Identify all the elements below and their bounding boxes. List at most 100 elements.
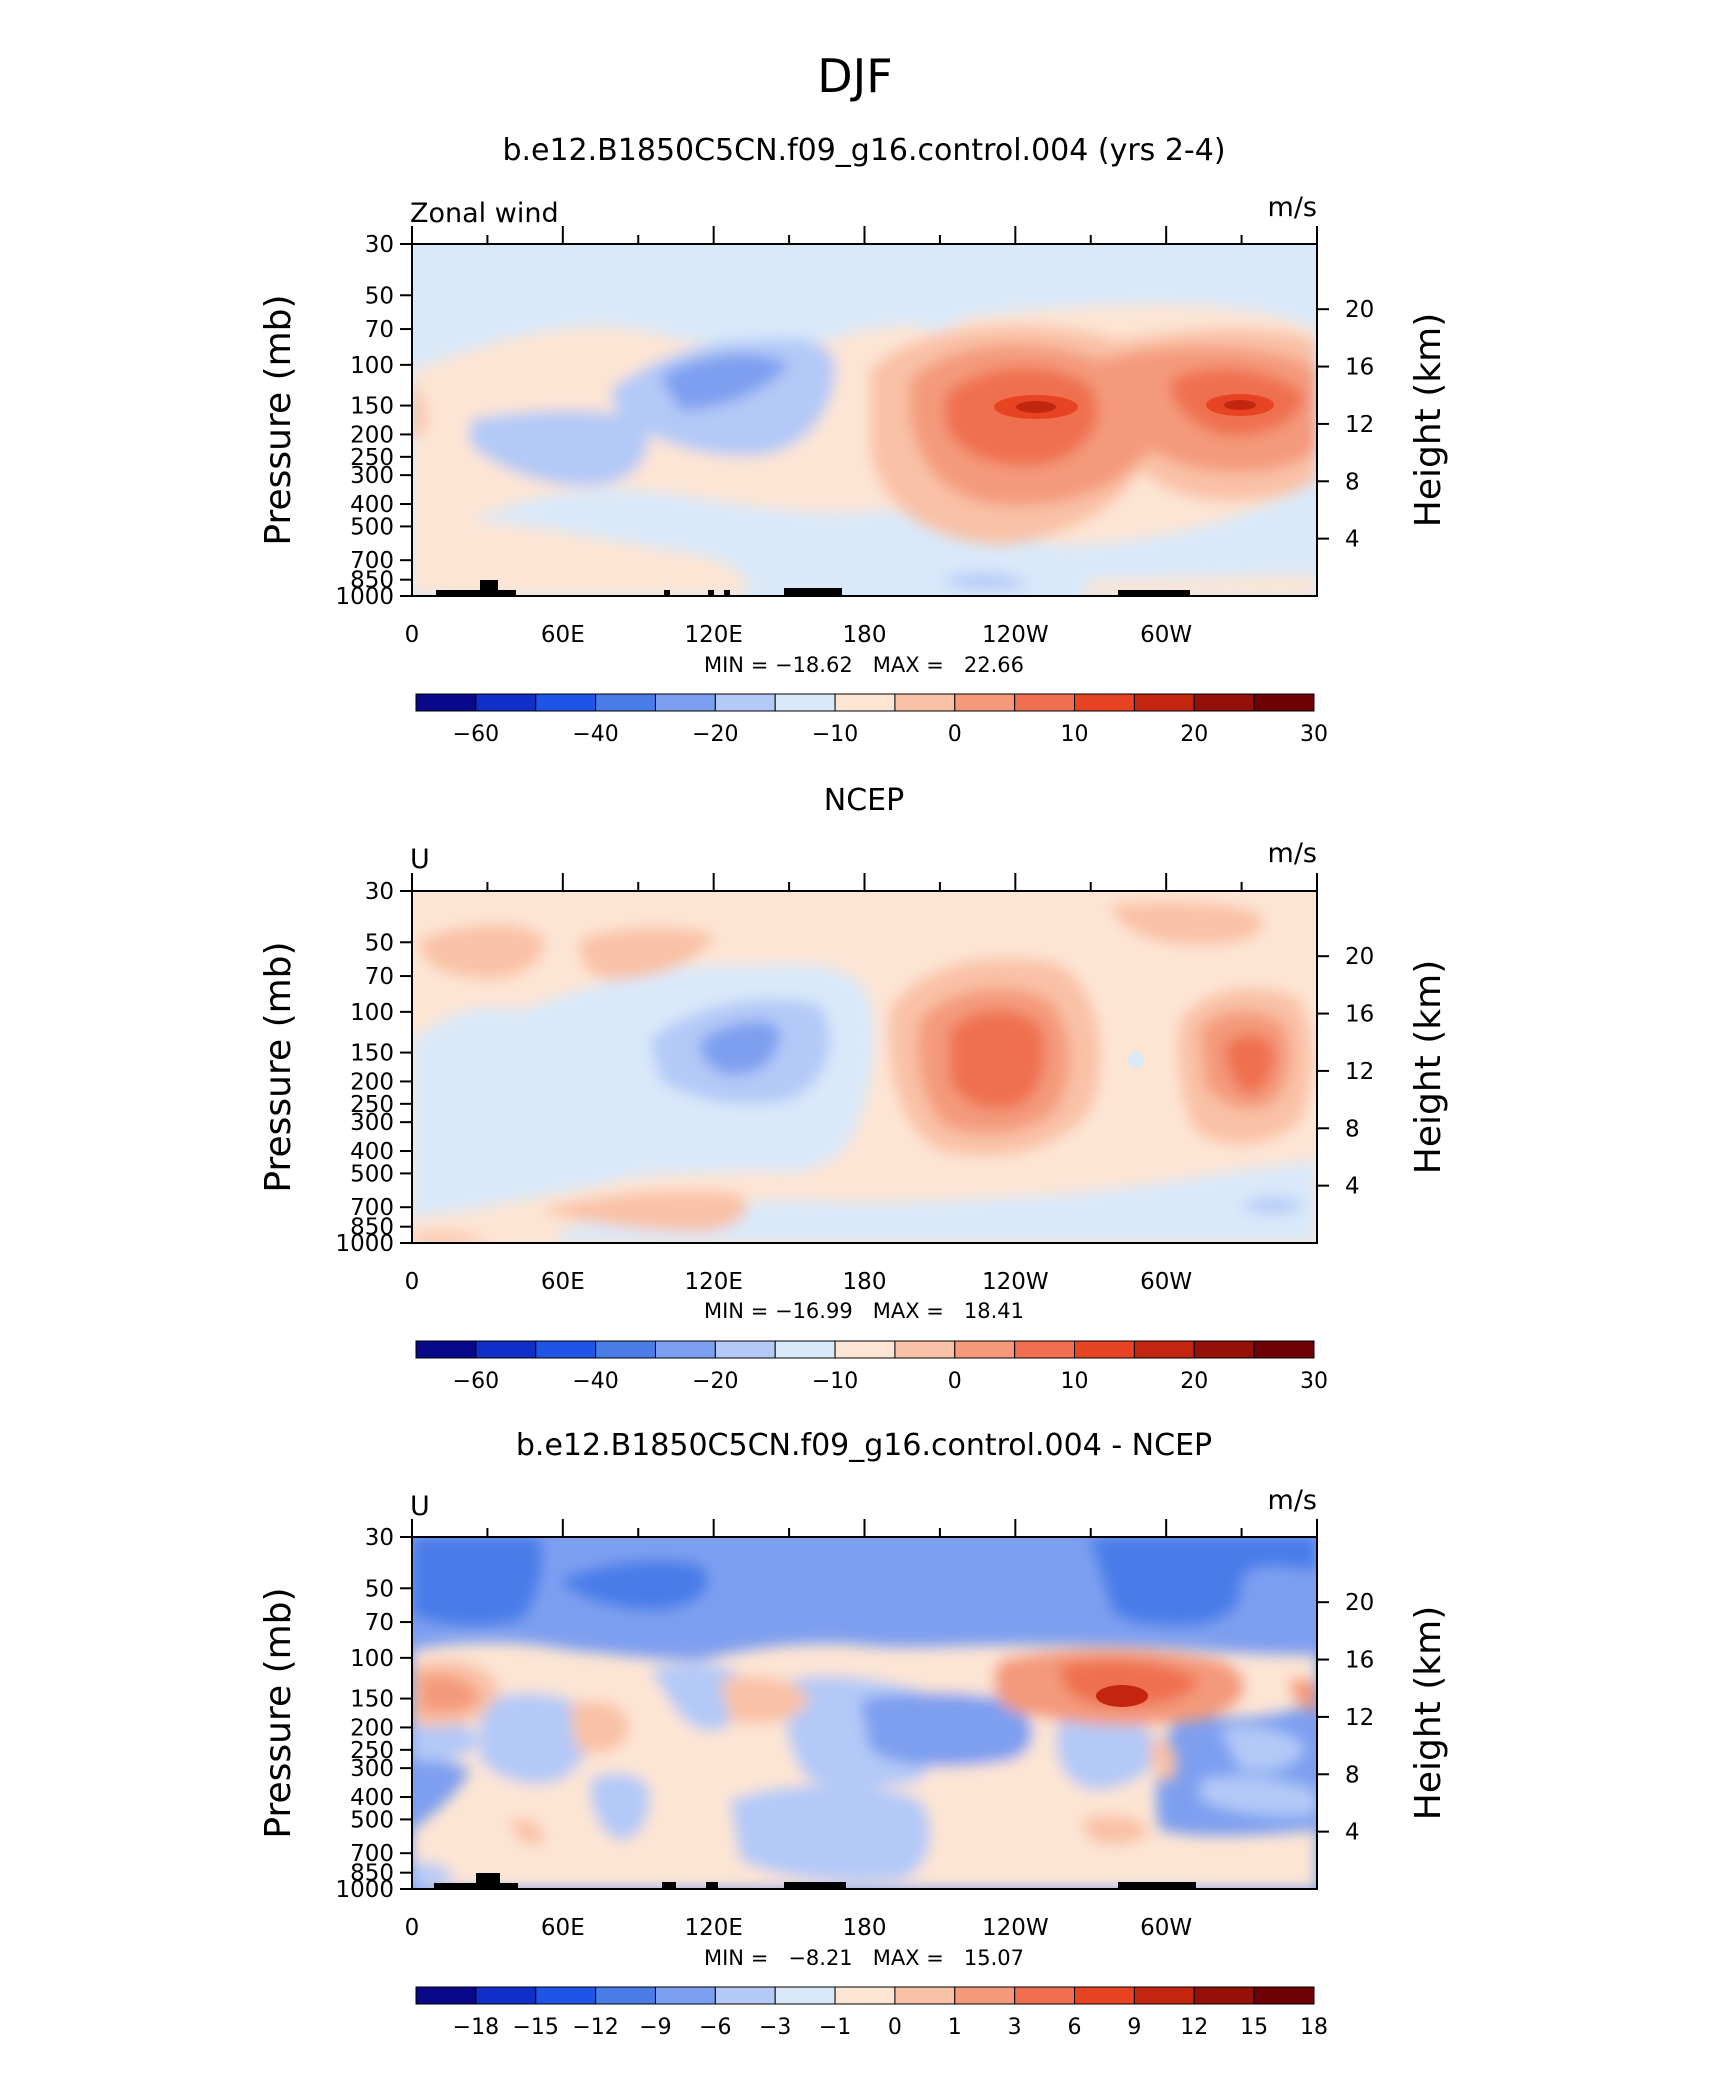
panel-title: b.e12.B1850C5CN.f09_g16.control.004 (yrs… [502, 133, 1225, 168]
colorbar-swatch [714, 1340, 776, 1359]
colorbar-swatch [1014, 693, 1076, 712]
y-tick-label: 70 [365, 964, 394, 990]
colorbar-label: −3 [759, 2015, 791, 2040]
colorbar-swatch [774, 1986, 836, 2005]
left-label: U [410, 1491, 430, 1522]
y-tick-label: 400 [350, 1139, 394, 1165]
colorbar-swatch [654, 1986, 716, 2005]
y-tick-label-right: 20 [1345, 1590, 1374, 1616]
colorbar-label: 18 [1300, 2015, 1328, 2040]
colorbar-swatch [595, 1986, 656, 2005]
colorbar-label: −1 [819, 2015, 851, 2040]
colorbar-swatch [1074, 693, 1135, 712]
colorbar-swatch [1133, 693, 1195, 712]
contour-field [412, 891, 1317, 1243]
y-tick-label: 500 [350, 1161, 394, 1187]
panel-title: b.e12.B1850C5CN.f09_g16.control.004 - NC… [516, 1428, 1212, 1463]
colorbar-label: 20 [1180, 1369, 1208, 1394]
units-label: m/s [1268, 838, 1317, 869]
colorbar-label: −60 [453, 1369, 499, 1394]
colorbar-label: 20 [1180, 722, 1208, 747]
colorbar-label: 10 [1061, 1369, 1089, 1394]
min-max-stats: MIN = −18.62 MAX = 22.66 [704, 653, 1024, 677]
x-tick-label: 180 [843, 1269, 887, 1295]
x-tick-label: 0 [405, 1915, 420, 1941]
colorbar-label: 3 [1008, 2015, 1022, 2040]
left-label: U [410, 844, 430, 875]
y-tick-label-right: 8 [1345, 1116, 1360, 1142]
y-tick-label-right: 12 [1345, 412, 1374, 438]
panel-ncep: NCEP U m/s [258, 783, 1449, 1394]
panel-model: b.e12.B1850C5CN.f09_g16.control.004 (yrs… [258, 133, 1449, 747]
colorbar-swatch [1133, 1340, 1195, 1359]
y-tick-label-right: 20 [1345, 944, 1374, 970]
colorbar-label: −10 [812, 1369, 858, 1394]
y-tick-label: 250 [350, 1738, 394, 1764]
left-label: Zonal wind [410, 198, 559, 229]
y-tick-label-right: 4 [1345, 527, 1360, 553]
y-tick-label: 400 [350, 1785, 394, 1811]
colorbar-label: 0 [948, 1369, 962, 1394]
colorbar-label: −12 [572, 2015, 618, 2040]
y-tick-label-right: 16 [1345, 1648, 1374, 1674]
units-label: m/s [1268, 1485, 1317, 1516]
x-tick-label: 0 [405, 622, 420, 648]
y-tick-label-right: 20 [1345, 297, 1374, 323]
colorbar-swatch [894, 693, 956, 712]
y-tick-label: 300 [350, 463, 394, 489]
colorbar-swatch [415, 1340, 477, 1359]
colorbar-swatch [415, 1986, 477, 2005]
y-tick-label: 70 [365, 1610, 394, 1636]
colorbar-label: 30 [1300, 722, 1328, 747]
x-tick-label: 120W [982, 1915, 1049, 1941]
x-tick-label: 60W [1140, 622, 1192, 648]
colorbar-swatch [654, 1340, 716, 1359]
y-tick-label: 150 [350, 394, 394, 420]
y-tick-label: 500 [350, 1807, 394, 1833]
colorbar-swatch [1193, 1986, 1255, 2005]
colorbar-swatch [834, 1986, 896, 2005]
y-tick-label: 30 [365, 1525, 394, 1551]
colorbar-label: 6 [1068, 2015, 1082, 2040]
y-tick-label: 1000 [335, 1231, 394, 1257]
y-tick-label: 50 [365, 283, 394, 309]
y-tick-label: 250 [350, 445, 394, 471]
colorbar-label: 0 [888, 2015, 902, 2040]
y-tick-label: 150 [350, 1687, 394, 1713]
y-tick-label: 700 [350, 1841, 394, 1867]
colorbar-label: −20 [692, 1369, 738, 1394]
y-tick-label: 30 [365, 879, 394, 905]
colorbar-label: −9 [639, 2015, 671, 2040]
min-max-stats: MIN = −8.21 MAX = 15.07 [704, 1946, 1024, 1970]
colorbar-swatch [595, 693, 656, 712]
y-tick-label: 100 [350, 1000, 394, 1026]
min-max-stats: MIN = −16.99 MAX = 18.41 [704, 1299, 1024, 1323]
y-axis-label: Pressure (mb) [258, 294, 299, 545]
y-tick-label: 100 [350, 1646, 394, 1672]
x-tick-label: 60E [541, 1269, 585, 1295]
panel-difference: b.e12.B1850C5CN.f09_g16.control.004 - NC… [258, 1428, 1449, 2040]
colorbar-swatch [954, 1340, 1016, 1359]
y-tick-label: 50 [365, 1576, 394, 1602]
colorbar-swatch [954, 1986, 1016, 2005]
y-tick-label: 1000 [335, 584, 394, 610]
colorbar-swatch [654, 693, 716, 712]
colorbar-label: 15 [1240, 2015, 1268, 2040]
topography [436, 590, 516, 596]
colorbar-label: −18 [453, 2015, 499, 2040]
colorbar-swatch [1014, 1986, 1076, 2005]
colorbar-label: 10 [1061, 722, 1089, 747]
y-tick-label: 700 [350, 548, 394, 574]
y-tick-label: 700 [350, 1195, 394, 1221]
y-tick-label-right: 4 [1345, 1174, 1360, 1200]
colorbar-label: −20 [692, 722, 738, 747]
colorbar-swatch [714, 1986, 776, 2005]
y-tick-label: 200 [350, 1715, 394, 1741]
y-axis-label: Pressure (mb) [258, 1587, 299, 1838]
colorbar-swatch [1253, 1986, 1315, 2005]
y-axis-label-right: Height (km) [1408, 313, 1449, 527]
x-tick-label: 60W [1140, 1915, 1192, 1941]
colorbar-swatch [1253, 1340, 1315, 1359]
y-axis-label: Pressure (mb) [258, 941, 299, 1192]
